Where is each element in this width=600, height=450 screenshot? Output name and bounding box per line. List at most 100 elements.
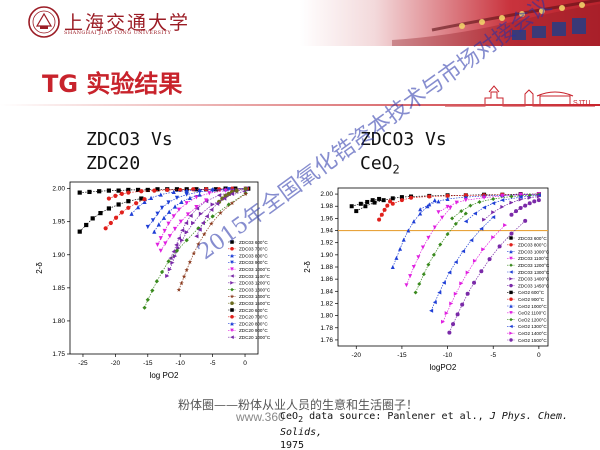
data-point xyxy=(204,214,209,219)
data-point xyxy=(482,217,487,222)
data-point xyxy=(411,265,416,269)
series-line xyxy=(154,194,200,232)
data-point xyxy=(194,195,199,200)
legend-marker xyxy=(230,294,234,299)
data-point xyxy=(379,212,384,217)
data-point xyxy=(185,212,191,217)
data-point xyxy=(406,228,411,233)
data-point xyxy=(477,199,482,204)
legend-label: ZDC03 600°C xyxy=(239,240,268,245)
legend-label: CeO2 1000°C xyxy=(518,304,547,309)
data-point xyxy=(223,188,228,193)
data-point xyxy=(229,200,235,206)
legend-label: ZDC20 600°C xyxy=(239,308,268,313)
x-axis-label: logPO2 xyxy=(430,363,457,372)
data-point xyxy=(174,187,180,192)
series-line xyxy=(392,199,436,268)
data-point xyxy=(479,269,484,274)
source-year: 1975 xyxy=(280,440,305,450)
legend-label: ZDC03 1400°C xyxy=(239,294,271,299)
data-point xyxy=(129,211,134,216)
data-point xyxy=(451,322,456,327)
tg-chart-right: -20 -15 -10 -5 0 1.76 1.78 1.80 1.82 1.84 1.86 1.88… xyxy=(303,187,550,372)
legend-label: ZDC03 900°C xyxy=(239,260,268,265)
data-point xyxy=(200,220,205,226)
series-line xyxy=(451,194,539,219)
data-point xyxy=(148,195,154,200)
data-point xyxy=(385,203,390,208)
data-point xyxy=(176,236,182,241)
data-point xyxy=(518,206,523,211)
data-point xyxy=(98,210,103,216)
data-point xyxy=(399,198,404,203)
data-point xyxy=(108,220,113,226)
left-heading-line2: ZDC20 xyxy=(86,153,141,174)
data-point xyxy=(421,272,426,277)
data-point xyxy=(113,193,118,198)
x-tick-label: -10 xyxy=(443,352,453,359)
university-name: 上海交通大学 xyxy=(64,12,191,34)
data-point xyxy=(234,188,239,193)
data-point xyxy=(139,196,144,201)
data-point xyxy=(411,219,416,224)
legend-marker xyxy=(509,317,513,322)
data-point xyxy=(191,251,197,256)
data-point xyxy=(491,210,496,215)
data-point xyxy=(90,216,95,221)
data-point xyxy=(500,198,505,203)
data-point xyxy=(171,214,176,219)
data-point xyxy=(382,207,387,212)
series-13 xyxy=(158,198,209,253)
data-point xyxy=(527,193,532,198)
x-tick-label: -25 xyxy=(78,360,88,367)
data-point xyxy=(460,302,465,307)
data-point xyxy=(194,206,200,211)
data-point xyxy=(441,280,446,285)
source-sub: 2 xyxy=(298,414,304,424)
data-point xyxy=(226,187,231,192)
data-point xyxy=(481,247,486,252)
x-tick-label: -20 xyxy=(352,352,362,359)
y-tick-label: 1.90 xyxy=(320,252,333,259)
data-point xyxy=(450,216,455,221)
data-point xyxy=(139,189,144,194)
data-point xyxy=(145,297,150,302)
data-point xyxy=(465,270,470,275)
legend-marker xyxy=(230,301,234,305)
series-12 xyxy=(152,192,202,234)
data-point xyxy=(447,270,452,275)
series-8 xyxy=(349,196,382,209)
data-point xyxy=(370,198,375,203)
series-line xyxy=(144,192,246,308)
data-point xyxy=(155,242,160,247)
data-point xyxy=(500,193,505,198)
series-5 xyxy=(463,193,541,224)
legend-label: ZDC03 800°C xyxy=(239,253,268,258)
data-point xyxy=(176,207,182,212)
y-tick-label: 1.84 xyxy=(320,288,333,295)
data-point xyxy=(166,200,171,205)
data-point xyxy=(198,211,204,216)
campus-skyline-icon: SJTU xyxy=(445,85,595,107)
y-tick-label: 1.96 xyxy=(320,215,333,222)
x-axis-label: log PO2 xyxy=(150,371,179,380)
data-point xyxy=(176,287,182,292)
y-tick-label: 1.82 xyxy=(320,300,333,307)
legend-marker xyxy=(509,277,513,281)
y-tick-label: 2.00 xyxy=(320,191,333,198)
legend-marker xyxy=(509,249,513,254)
data-point xyxy=(453,260,458,265)
data-point xyxy=(150,288,155,293)
y-tick-label: 1.86 xyxy=(320,276,333,283)
legend-marker xyxy=(230,281,234,285)
series-10 xyxy=(77,196,144,234)
series-11 xyxy=(404,206,453,288)
data-point xyxy=(432,300,437,305)
legend-marker xyxy=(509,283,513,288)
data-point xyxy=(399,195,404,200)
data-point xyxy=(431,252,436,257)
data-point xyxy=(171,249,176,254)
data-point xyxy=(418,211,423,216)
data-point xyxy=(181,274,187,279)
